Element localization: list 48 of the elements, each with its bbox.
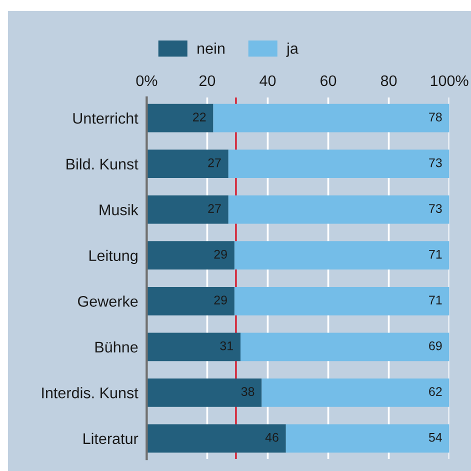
- data-label: 22: [193, 112, 206, 122]
- y-tick-label: Musik: [100, 204, 138, 216]
- bar: [146, 104, 214, 132]
- data-label: 38: [241, 387, 254, 396]
- bar: [240, 332, 450, 362]
- bar: [146, 286, 234, 316]
- data-label: 29: [214, 250, 227, 259]
- data-label: 54: [428, 433, 442, 442]
- y-tick-label: Literatur: [84, 432, 138, 444]
- data-label: 78: [429, 112, 442, 122]
- bar: [213, 104, 450, 132]
- data-label: 73: [429, 158, 442, 168]
- bar: [228, 195, 450, 224]
- x-tick-label: 40: [260, 75, 276, 86]
- data-label: 62: [429, 387, 442, 396]
- data-label: 27: [208, 204, 221, 213]
- bar: [234, 286, 450, 316]
- legend-label: ja: [286, 42, 298, 57]
- bar: [146, 150, 228, 178]
- legend-label: nein: [198, 42, 224, 54]
- data-label: 46: [265, 432, 278, 442]
- data-label: 73: [429, 204, 442, 213]
- y-tick-label: Leitung: [90, 250, 138, 264]
- y-tick-label: Unterricht: [73, 112, 138, 124]
- data-label: 71: [429, 296, 442, 304]
- data-label: 69: [429, 341, 442, 350]
- y-tick-label: Bühne: [95, 341, 138, 353]
- x-tick-label: 80: [380, 75, 397, 86]
- data-label: 31: [220, 341, 233, 350]
- bar: [146, 378, 262, 407]
- data-label: 29: [214, 296, 227, 304]
- data-label: 71: [429, 250, 442, 259]
- bar: [146, 195, 228, 224]
- y-tick-label: Interdis. Kunst: [42, 387, 138, 398]
- bar: [262, 378, 450, 407]
- y-tick-label: Gewerke: [78, 296, 138, 307]
- x-tick-label: 60: [320, 75, 336, 86]
- bar: [228, 150, 450, 178]
- x-tick-label: 0%: [136, 75, 158, 86]
- y-tick-label: Bild. Kunst: [66, 158, 138, 170]
- bar: [146, 241, 234, 270]
- data-label: 27: [208, 158, 221, 168]
- x-tick-label: 20: [199, 75, 216, 86]
- bar: [286, 424, 450, 453]
- bar: [234, 241, 450, 270]
- bar: [146, 424, 286, 453]
- bar: [146, 332, 241, 362]
- x-tick-label: 100%: [430, 75, 468, 86]
